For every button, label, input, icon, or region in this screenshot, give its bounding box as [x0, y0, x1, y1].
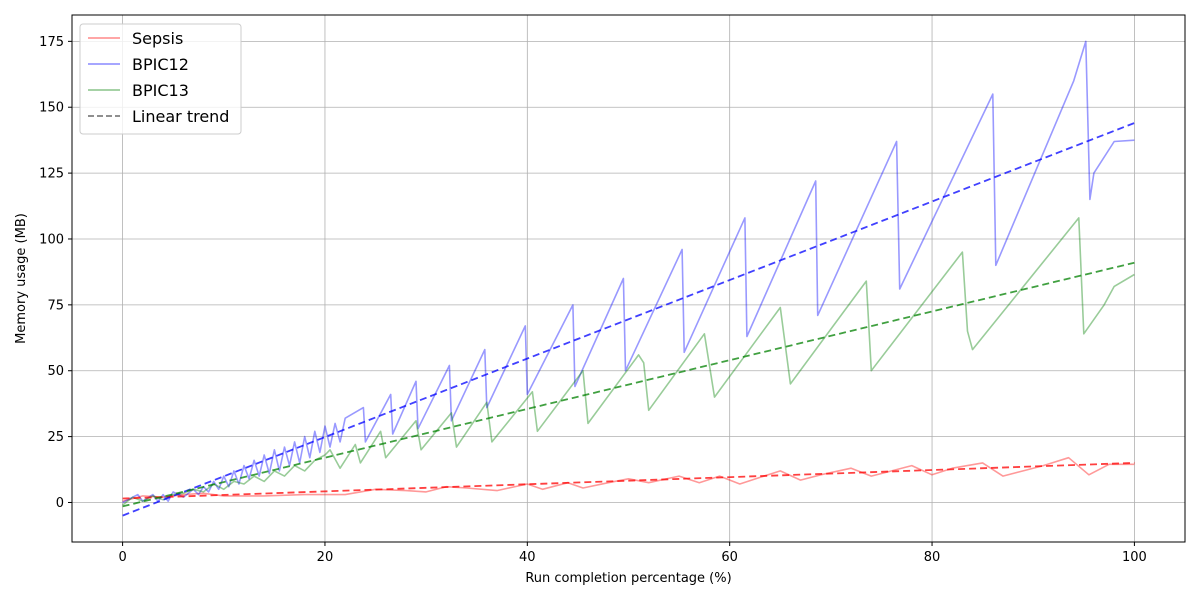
x-tick-label: 100: [1122, 550, 1147, 565]
x-tick-label: 60: [721, 550, 738, 565]
y-tick-label: 125: [39, 167, 64, 182]
series-line-sepsis-trend: [122, 462, 1135, 500]
series-line-sepsis: [122, 456, 1135, 502]
x-axis-label: Run completion percentage (%): [525, 571, 731, 586]
y-tick-label: 0: [56, 496, 64, 511]
legend-bpic13-label: BPIC13: [132, 81, 189, 100]
legend-linear-trend-label: Linear trend: [132, 107, 229, 126]
x-tick-label: 20: [317, 550, 334, 565]
y-tick-label: 175: [39, 35, 64, 50]
series-line-bpic12: [122, 40, 1135, 504]
y-axis-label: Memory usage (MB): [14, 213, 29, 344]
x-tick-label: 80: [924, 550, 941, 565]
series-line-bpic13-trend: [122, 261, 1135, 508]
x-tick-label: 0: [118, 550, 126, 565]
y-tick-label: 50: [47, 364, 64, 379]
legend-sepsis-label: Sepsis: [132, 29, 183, 48]
series-line-bpic13: [122, 217, 1135, 506]
x-tick-label: 40: [519, 550, 536, 565]
legend-bpic12-label: BPIC12: [132, 55, 189, 74]
ticks: 0 20 40 60 80 100 0 25 50 75 100 125 150 175: [39, 35, 1147, 565]
y-tick-label: 100: [39, 232, 64, 247]
series-line-bpic12-trend: [122, 122, 1135, 517]
legend-box: [79, 23, 242, 135]
legend: Sepsis BPIC12 BPIC13 Linear trend: [79, 23, 242, 135]
grid: [72, 15, 1185, 542]
series-layer: [122, 40, 1135, 517]
y-tick-label: 75: [47, 298, 64, 313]
y-tick-label: 25: [47, 430, 64, 445]
y-tick-label: 150: [39, 101, 64, 116]
plot-frame: [71, 14, 1186, 543]
